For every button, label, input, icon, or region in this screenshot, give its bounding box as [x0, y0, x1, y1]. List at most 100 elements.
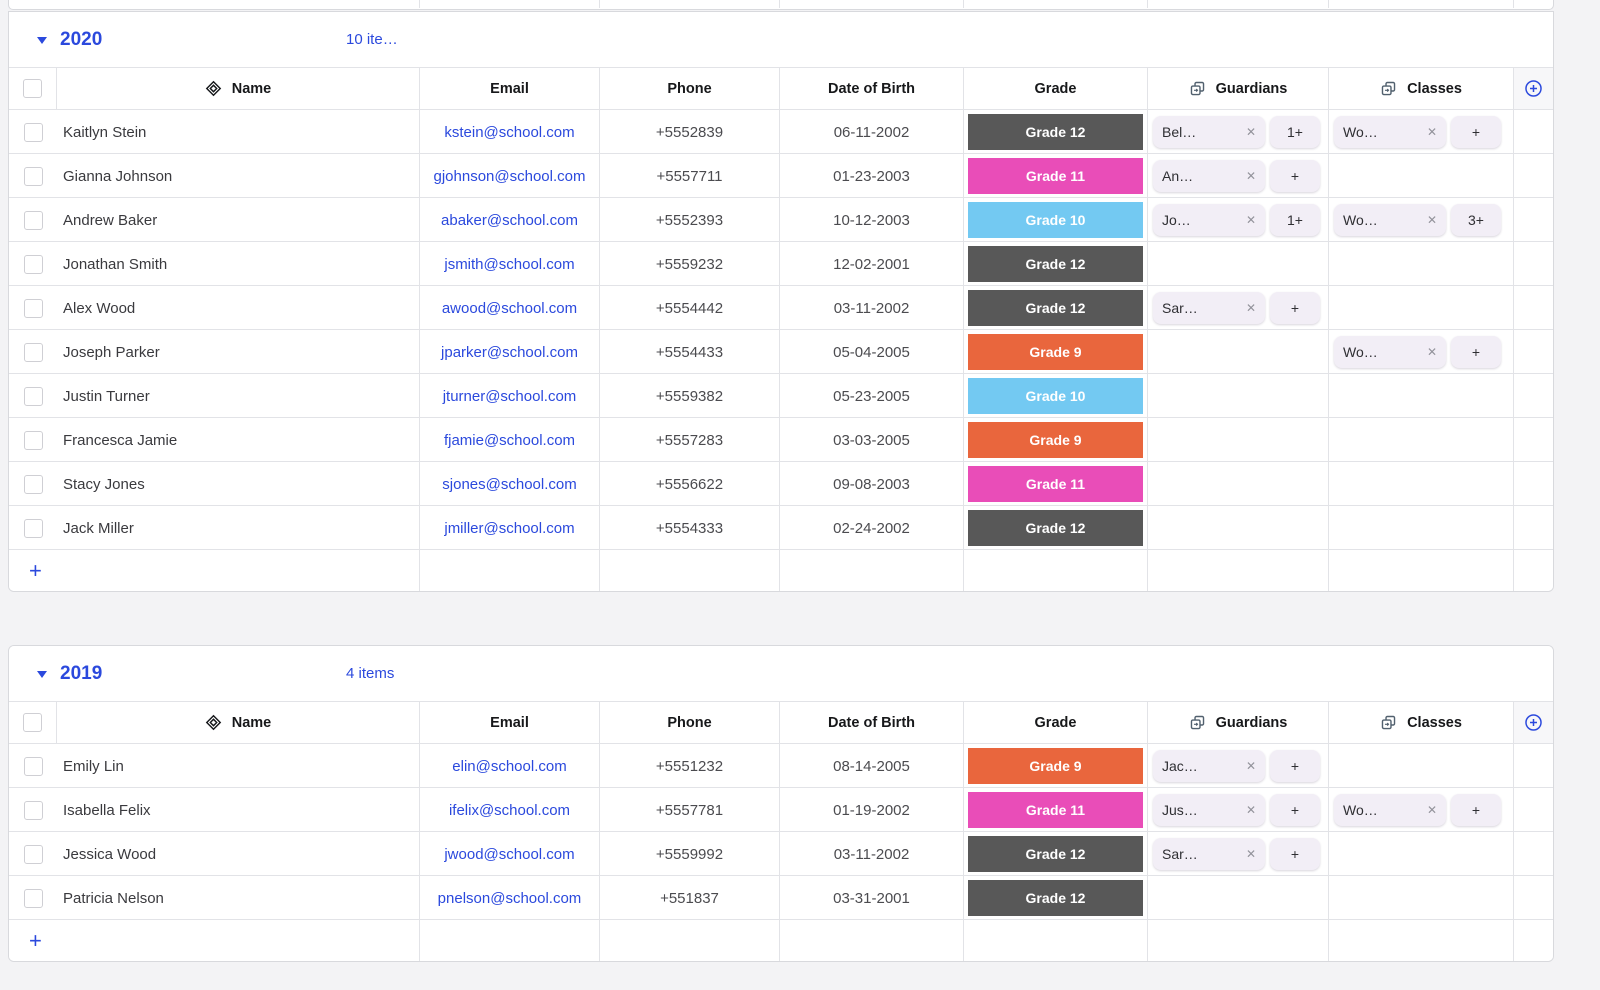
column-header-phone[interactable]: Phone: [599, 702, 779, 743]
select-all-checkbox[interactable]: [23, 713, 42, 732]
grade-cell[interactable]: Grade 9: [963, 330, 1147, 374]
email-cell[interactable]: jturner@school.com: [419, 374, 599, 418]
group-title[interactable]: 2020: [60, 28, 103, 50]
email-cell[interactable]: jsmith@school.com: [419, 242, 599, 286]
email-cell[interactable]: jmiller@school.com: [419, 506, 599, 550]
row-checkbox[interactable]: [23, 518, 43, 538]
grade-cell[interactable]: Grade 11: [963, 788, 1147, 832]
grade-cell[interactable]: Grade 10: [963, 198, 1147, 242]
row-checkbox[interactable]: [23, 298, 43, 318]
add-row-button[interactable]: +: [9, 550, 419, 591]
grade-cell[interactable]: Grade 12: [963, 832, 1147, 876]
row-checkbox[interactable]: [23, 254, 43, 274]
guardians-cell[interactable]: [1147, 418, 1328, 462]
classes-cell[interactable]: Wo… ✕ 3+: [1328, 198, 1513, 242]
column-header-dob[interactable]: Date of Birth: [779, 68, 963, 109]
name-cell[interactable]: Jonathan Smith: [63, 255, 168, 273]
add-link-chip[interactable]: +: [1270, 160, 1320, 192]
date-of-birth-cell[interactable]: 01-19-2002: [779, 788, 963, 832]
column-header-email[interactable]: Email: [419, 702, 599, 743]
add-column-cell[interactable]: [1513, 702, 1553, 743]
classes-cell[interactable]: [1328, 832, 1513, 876]
date-of-birth-cell[interactable]: 06-11-2002: [779, 110, 963, 154]
email-link[interactable]: jwood@school.com: [444, 845, 575, 863]
date-of-birth-cell[interactable]: 03-31-2001: [779, 876, 963, 920]
add-link-chip[interactable]: +: [1270, 750, 1320, 782]
classes-cell[interactable]: [1328, 374, 1513, 418]
remove-link-icon[interactable]: ✕: [1245, 125, 1256, 139]
more-links-chip[interactable]: 3+: [1451, 204, 1501, 236]
email-cell[interactable]: awood@school.com: [419, 286, 599, 330]
phone-cell[interactable]: +5557711: [599, 154, 779, 198]
grade-cell[interactable]: Grade 12: [963, 286, 1147, 330]
phone-cell[interactable]: +5559992: [599, 832, 779, 876]
collapse-group-icon[interactable]: [37, 671, 47, 678]
date-of-birth-cell[interactable]: 03-11-2002: [779, 832, 963, 876]
email-cell[interactable]: elin@school.com: [419, 744, 599, 788]
classes-cell[interactable]: [1328, 506, 1513, 550]
column-header-dob[interactable]: Date of Birth: [779, 702, 963, 743]
name-cell[interactable]: Andrew Baker: [63, 211, 158, 229]
row-checkbox[interactable]: [23, 800, 43, 820]
grade-cell[interactable]: Grade 9: [963, 744, 1147, 788]
email-cell[interactable]: jparker@school.com: [419, 330, 599, 374]
phone-cell[interactable]: +5557781: [599, 788, 779, 832]
date-of-birth-cell[interactable]: 03-03-2005: [779, 418, 963, 462]
guardians-cell[interactable]: Sar… ✕ +: [1147, 286, 1328, 330]
linked-record-chip[interactable]: An… ✕: [1153, 160, 1265, 192]
guardians-cell[interactable]: [1147, 506, 1328, 550]
more-links-chip[interactable]: 1+: [1270, 204, 1320, 236]
classes-cell[interactable]: [1328, 876, 1513, 920]
grade-cell[interactable]: Grade 12: [963, 876, 1147, 920]
grade-cell[interactable]: Grade 12: [963, 506, 1147, 550]
column-header-name[interactable]: Name: [57, 68, 419, 109]
grade-cell[interactable]: Grade 9: [963, 418, 1147, 462]
name-cell[interactable]: Emily Lin: [63, 757, 124, 775]
row-checkbox[interactable]: [23, 756, 43, 776]
column-header-grade[interactable]: Grade: [963, 702, 1147, 743]
email-cell[interactable]: pnelson@school.com: [419, 876, 599, 920]
email-link[interactable]: ifelix@school.com: [448, 801, 571, 819]
classes-cell[interactable]: [1328, 744, 1513, 788]
linked-record-chip[interactable]: Bel… ✕: [1153, 116, 1265, 148]
column-header-classes[interactable]: Classes: [1328, 68, 1513, 109]
name-cell[interactable]: Patricia Nelson: [63, 889, 164, 907]
classes-cell[interactable]: Wo… ✕ +: [1328, 788, 1513, 832]
guardians-cell[interactable]: An… ✕ +: [1147, 154, 1328, 198]
classes-cell[interactable]: [1328, 286, 1513, 330]
email-link[interactable]: jmiller@school.com: [444, 519, 575, 537]
email-link[interactable]: kstein@school.com: [444, 123, 575, 141]
add-column-cell[interactable]: [1513, 68, 1553, 109]
date-of-birth-cell[interactable]: 03-11-2002: [779, 286, 963, 330]
row-checkbox[interactable]: [23, 386, 43, 406]
add-link-chip[interactable]: +: [1451, 116, 1501, 148]
collapse-group-icon[interactable]: [37, 37, 47, 44]
name-cell[interactable]: Kaitlyn Stein: [63, 123, 147, 141]
guardians-cell[interactable]: Jo… ✕ 1+: [1147, 198, 1328, 242]
column-header-phone[interactable]: Phone: [599, 68, 779, 109]
guardians-cell[interactable]: Jac… ✕ +: [1147, 744, 1328, 788]
add-link-chip[interactable]: +: [1451, 336, 1501, 368]
add-row-button[interactable]: +: [9, 920, 419, 961]
email-link[interactable]: jturner@school.com: [442, 387, 577, 405]
row-checkbox[interactable]: [23, 844, 43, 864]
grade-cell[interactable]: Grade 12: [963, 110, 1147, 154]
name-cell[interactable]: Gianna Johnson: [63, 167, 173, 185]
row-checkbox[interactable]: [23, 210, 43, 230]
remove-link-icon[interactable]: ✕: [1426, 345, 1437, 359]
date-of-birth-cell[interactable]: 05-04-2005: [779, 330, 963, 374]
phone-cell[interactable]: +5552393: [599, 198, 779, 242]
classes-cell[interactable]: [1328, 418, 1513, 462]
phone-cell[interactable]: +5559382: [599, 374, 779, 418]
name-cell[interactable]: Justin Turner: [63, 387, 150, 405]
phone-cell[interactable]: +5556622: [599, 462, 779, 506]
column-header-email[interactable]: Email: [419, 68, 599, 109]
add-link-chip[interactable]: +: [1451, 794, 1501, 826]
phone-cell[interactable]: +5559232: [599, 242, 779, 286]
email-link[interactable]: abaker@school.com: [441, 211, 578, 229]
add-link-chip[interactable]: +: [1270, 292, 1320, 324]
grade-cell[interactable]: Grade 10: [963, 374, 1147, 418]
add-link-chip[interactable]: +: [1270, 794, 1320, 826]
guardians-cell[interactable]: [1147, 374, 1328, 418]
column-header-guardians[interactable]: Guardians: [1147, 68, 1328, 109]
